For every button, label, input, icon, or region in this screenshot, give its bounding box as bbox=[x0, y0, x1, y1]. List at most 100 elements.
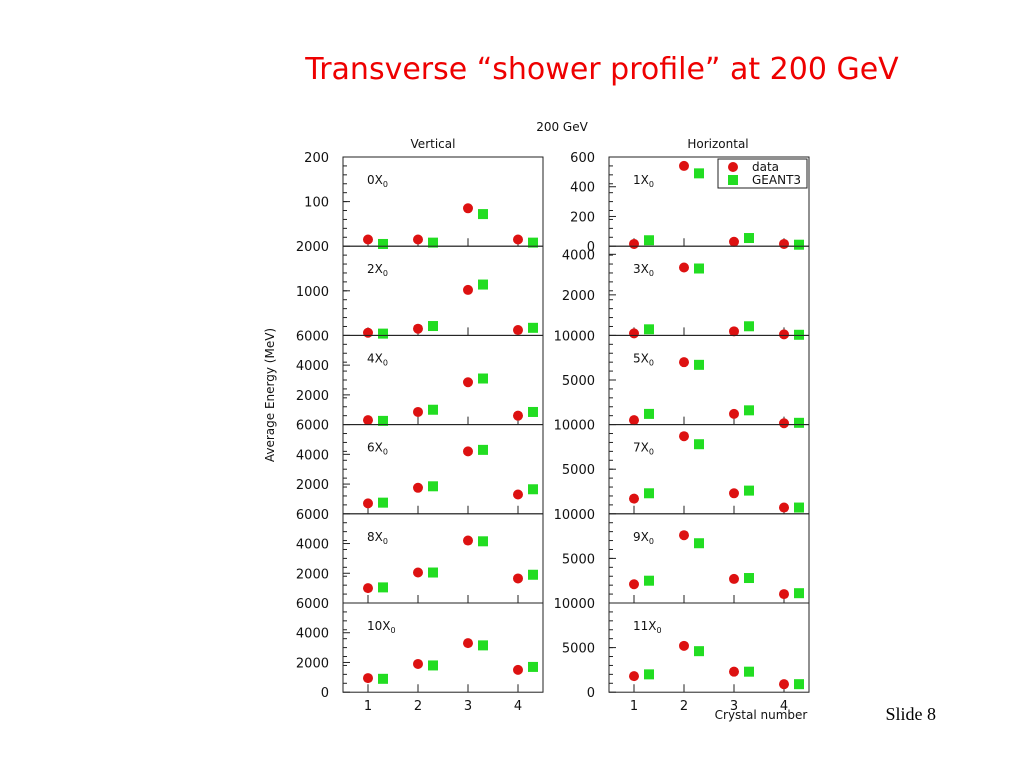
data-point bbox=[779, 589, 789, 600]
geant3-point bbox=[744, 485, 754, 496]
data-point bbox=[729, 326, 739, 337]
data-point bbox=[513, 664, 523, 675]
y-tick-label: 200 bbox=[304, 151, 329, 166]
data-point bbox=[629, 579, 639, 590]
data-point bbox=[463, 446, 473, 457]
data-point bbox=[729, 236, 739, 247]
y-tick-label: 4000 bbox=[296, 448, 329, 463]
geant3-point bbox=[478, 536, 488, 547]
y-tick-label: 2000 bbox=[296, 567, 329, 582]
geant3-point bbox=[744, 321, 754, 332]
data-point bbox=[413, 482, 423, 493]
data-point bbox=[413, 567, 423, 578]
geant3-point bbox=[528, 406, 538, 417]
y-tick-label: 2000 bbox=[296, 478, 329, 493]
y-tick-label: 1000 bbox=[296, 285, 329, 300]
x-tick-label: 2 bbox=[680, 699, 688, 714]
geant3-point bbox=[694, 168, 704, 179]
column-title-horizontal: Horizontal bbox=[687, 137, 748, 151]
data-point bbox=[679, 530, 689, 541]
data-point bbox=[513, 325, 523, 336]
y-tick-label: 10000 bbox=[554, 508, 595, 523]
y-tick-label: 600 bbox=[570, 151, 595, 166]
geant3-point bbox=[478, 444, 488, 455]
x-tick-label: 3 bbox=[730, 699, 738, 714]
geant3-point bbox=[644, 235, 654, 246]
geant3-point bbox=[378, 238, 388, 249]
data-point bbox=[779, 679, 789, 690]
panel-frame bbox=[608, 513, 810, 604]
data-point bbox=[779, 418, 789, 429]
data-point bbox=[729, 488, 739, 499]
geant3-point bbox=[794, 502, 804, 513]
panel-frame bbox=[608, 245, 810, 336]
panel-label: 2X0 bbox=[367, 262, 388, 278]
data-point bbox=[629, 328, 639, 339]
y-tick-label: 4000 bbox=[562, 248, 595, 263]
y-axis-label: Average Energy (MeV) bbox=[263, 328, 277, 462]
panel-label: 9X0 bbox=[633, 530, 654, 546]
geant3-point bbox=[378, 328, 388, 339]
y-tick-label: 6000 bbox=[296, 419, 329, 434]
data-point bbox=[363, 673, 373, 684]
panel-label: 10X0 bbox=[367, 619, 396, 635]
panel-label: 6X0 bbox=[367, 441, 388, 457]
geant3-point bbox=[794, 417, 804, 428]
x-tick-label: 1 bbox=[364, 699, 372, 714]
data-point bbox=[363, 498, 373, 509]
geant3-point bbox=[644, 575, 654, 586]
y-tick-label: 5000 bbox=[562, 642, 595, 657]
data-point bbox=[629, 493, 639, 504]
geant3-point bbox=[478, 373, 488, 384]
column-title-vertical: Vertical bbox=[411, 137, 456, 151]
legend-marker-data bbox=[728, 162, 738, 172]
panel-label: 8X0 bbox=[367, 530, 388, 546]
panel-frame bbox=[342, 334, 544, 426]
data-point bbox=[679, 640, 689, 651]
panel-frame bbox=[342, 156, 544, 247]
geant3-point bbox=[694, 538, 704, 549]
geant3-point bbox=[378, 582, 388, 593]
geant3-point bbox=[694, 359, 704, 370]
figure-title: 200 GeV bbox=[536, 120, 588, 134]
x-tick-label: 4 bbox=[780, 699, 788, 714]
geant3-point bbox=[428, 404, 438, 415]
legend-label: data bbox=[752, 160, 779, 174]
data-point bbox=[779, 238, 789, 249]
geant3-point bbox=[378, 497, 388, 508]
data-point bbox=[463, 377, 473, 388]
slide-number: Slide 8 bbox=[885, 704, 936, 724]
data-point bbox=[513, 489, 523, 500]
data-point bbox=[729, 666, 739, 677]
panel-frame bbox=[342, 424, 544, 515]
data-point bbox=[679, 160, 689, 171]
y-tick-label: 6000 bbox=[296, 597, 329, 612]
y-tick-label: 4000 bbox=[296, 627, 329, 642]
data-point bbox=[413, 658, 423, 669]
data-point bbox=[513, 234, 523, 245]
geant3-point bbox=[478, 640, 488, 651]
y-tick-label: 5000 bbox=[562, 552, 595, 567]
data-point bbox=[629, 415, 639, 426]
x-tick-label: 2 bbox=[414, 699, 422, 714]
y-tick-label: 10000 bbox=[554, 329, 595, 344]
y-tick-label: 100 bbox=[304, 196, 329, 211]
geant3-point bbox=[428, 237, 438, 248]
data-point bbox=[463, 638, 473, 649]
geant3-point bbox=[644, 324, 654, 335]
x-tick-label: 3 bbox=[464, 699, 472, 714]
data-point bbox=[729, 408, 739, 419]
x-axis-label: Crystal number bbox=[715, 708, 808, 722]
geant3-point bbox=[528, 237, 538, 248]
geant3-point bbox=[378, 673, 388, 684]
geant3-point bbox=[528, 569, 538, 580]
geant3-point bbox=[644, 669, 654, 680]
y-tick-label: 200 bbox=[570, 210, 595, 225]
data-point bbox=[363, 327, 373, 338]
y-tick-label: 0 bbox=[321, 686, 329, 701]
geant3-point bbox=[644, 488, 654, 499]
data-point bbox=[363, 234, 373, 245]
geant3-point bbox=[478, 209, 488, 220]
panel-label: 5X0 bbox=[633, 351, 654, 367]
data-point bbox=[413, 406, 423, 417]
